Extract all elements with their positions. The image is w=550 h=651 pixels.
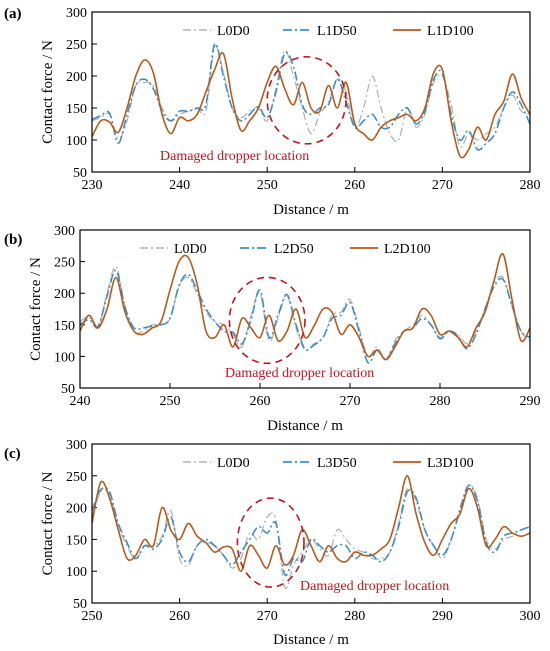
x-tick-label: 240 xyxy=(169,178,190,193)
legend-label-L0D0: L0D0 xyxy=(217,24,250,39)
annotation-label: Damaged dropper location xyxy=(300,579,449,594)
y-tick-label: 300 xyxy=(66,6,87,21)
annotation-label: Damaged dropper location xyxy=(160,149,309,164)
x-tick-label: 300 xyxy=(520,609,541,624)
series-line-L3D100 xyxy=(92,474,530,573)
plot-frame xyxy=(91,11,531,173)
x-tick-label: 280 xyxy=(344,609,365,624)
x-tick-label: 270 xyxy=(340,394,361,409)
legend-label-L3D50: L3D50 xyxy=(317,456,357,471)
legend-label-L0D0: L0D0 xyxy=(174,242,207,257)
y-tick-label: 250 xyxy=(54,256,75,271)
legend-label-L1D100: L1D100 xyxy=(427,24,474,39)
x-tick-label: 260 xyxy=(169,609,190,624)
y-tick-label: 200 xyxy=(66,502,87,517)
y-tick-label: 100 xyxy=(54,350,75,365)
y-axis-label: Contact force / N xyxy=(28,257,44,361)
y-tick-label: 300 xyxy=(54,224,75,239)
x-tick-label: 250 xyxy=(160,394,181,409)
damaged-dropper-circle xyxy=(236,497,305,588)
x-tick-label: 250 xyxy=(82,609,103,624)
plot-frame xyxy=(91,443,531,604)
y-tick-label: 300 xyxy=(66,438,87,453)
series-line-L1D50 xyxy=(92,42,530,151)
chart-panel-2: 240 250 260 270 280 290 50 100 150 200 250 300 Damag… xyxy=(4,224,541,434)
y-tick-label: 150 xyxy=(54,319,75,334)
legend-label-L1D50: L1D50 xyxy=(317,24,357,39)
x-tick-label: 280 xyxy=(430,394,451,409)
series-line-L2D50 xyxy=(80,269,530,364)
x-axis-label: Distance / m xyxy=(273,632,349,648)
y-axis-label: Contact force / N xyxy=(40,40,56,144)
panel-label: (a) xyxy=(4,6,22,22)
y-tick-label: 250 xyxy=(66,470,87,485)
x-tick-label: 290 xyxy=(520,394,541,409)
chart-panel-1: 230 240 250 260 270 280 50 100 150 200 250 300 Damag… xyxy=(4,6,541,218)
x-tick-label: 240 xyxy=(70,394,91,409)
y-tick-label: 150 xyxy=(66,102,87,117)
y-tick-label: 50 xyxy=(73,166,87,181)
legend-label-L2D100: L2D100 xyxy=(384,242,431,257)
x-tick-label: 270 xyxy=(257,609,278,624)
annotation-label: Damaged dropper location xyxy=(225,366,374,381)
x-tick-label: 270 xyxy=(432,178,453,193)
series-line-L2D100 xyxy=(80,253,530,361)
panel-label: (b) xyxy=(4,232,22,248)
legend-label-L0D0: L0D0 xyxy=(217,456,250,471)
y-tick-label: 100 xyxy=(66,134,87,149)
y-axis-label: Contact force / N xyxy=(40,471,56,575)
x-tick-label: 260 xyxy=(250,394,271,409)
x-tick-label: 280 xyxy=(520,178,541,193)
y-tick-label: 250 xyxy=(66,38,87,53)
series-line-L1D100 xyxy=(92,51,530,159)
y-tick-label: 100 xyxy=(66,565,87,580)
legend-label-L2D50: L2D50 xyxy=(274,242,314,257)
y-tick-label: 200 xyxy=(66,70,87,85)
x-axis-label: Distance / m xyxy=(273,202,349,218)
damaged-dropper-circle xyxy=(228,276,306,365)
chart-panel-3: 250 260 270 280 290 300 50 100 150 200 250 300 Damag… xyxy=(4,438,541,648)
series-line-L3D50 xyxy=(92,484,530,577)
plot-frame xyxy=(79,229,531,389)
y-tick-label: 50 xyxy=(61,382,75,397)
legend-label-L3D100: L3D100 xyxy=(427,456,474,471)
y-tick-label: 50 xyxy=(73,597,87,612)
x-tick-label: 250 xyxy=(257,178,278,193)
panel-label: (c) xyxy=(4,446,21,462)
y-tick-label: 150 xyxy=(66,533,87,548)
damaged-dropper-circle xyxy=(266,55,347,145)
x-tick-label: 260 xyxy=(344,178,365,193)
series-line-L0D0 xyxy=(80,266,530,361)
x-tick-label: 230 xyxy=(82,178,103,193)
x-tick-label: 290 xyxy=(432,609,453,624)
y-tick-label: 200 xyxy=(54,287,75,302)
x-axis-label: Distance / m xyxy=(267,418,343,434)
series-line-L0D0 xyxy=(92,45,530,148)
